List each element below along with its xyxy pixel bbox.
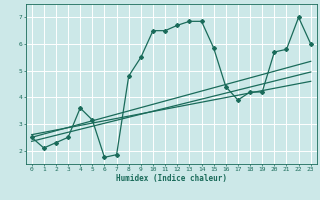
X-axis label: Humidex (Indice chaleur): Humidex (Indice chaleur) — [116, 174, 227, 183]
